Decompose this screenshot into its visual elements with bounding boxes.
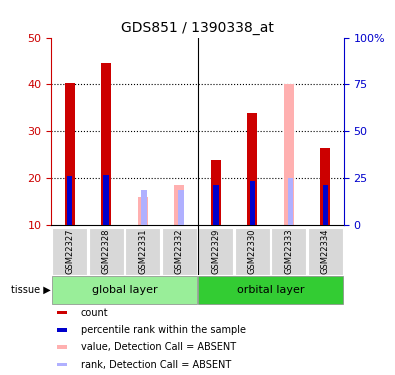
Text: GSM22328: GSM22328 — [102, 229, 111, 274]
Text: GSM22332: GSM22332 — [175, 229, 184, 274]
Text: GSM22330: GSM22330 — [248, 229, 257, 274]
Bar — [198, 276, 343, 304]
Text: GSM22331: GSM22331 — [138, 229, 147, 274]
Bar — [141, 190, 147, 225]
Bar — [213, 185, 218, 225]
Title: GDS851 / 1390338_at: GDS851 / 1390338_at — [121, 21, 274, 35]
Bar — [323, 185, 328, 225]
Bar — [288, 178, 293, 225]
Bar — [250, 181, 255, 225]
Bar — [174, 185, 184, 225]
Bar — [137, 197, 148, 225]
Bar — [247, 112, 258, 225]
Text: GSM22329: GSM22329 — [211, 229, 220, 274]
Bar — [103, 176, 109, 225]
Bar — [284, 84, 294, 225]
Text: percentile rank within the sample: percentile rank within the sample — [81, 325, 246, 335]
Bar — [308, 228, 343, 275]
Bar — [235, 228, 270, 275]
Bar — [57, 328, 67, 332]
Text: tissue ▶: tissue ▶ — [11, 285, 51, 295]
Bar — [101, 63, 111, 225]
Bar — [88, 228, 124, 275]
Bar — [125, 228, 160, 275]
Text: GSM22334: GSM22334 — [321, 229, 330, 274]
Bar — [52, 228, 87, 275]
Bar — [211, 160, 221, 225]
Bar — [57, 363, 67, 366]
Bar — [52, 276, 197, 304]
Bar — [57, 310, 67, 314]
Bar — [178, 190, 184, 225]
Text: GSM22327: GSM22327 — [65, 229, 74, 274]
Text: global layer: global layer — [92, 285, 157, 295]
Text: orbital layer: orbital layer — [237, 285, 304, 295]
Text: value, Detection Call = ABSENT: value, Detection Call = ABSENT — [81, 342, 236, 352]
Bar — [162, 228, 197, 275]
Bar — [271, 228, 307, 275]
Bar — [64, 84, 75, 225]
Bar — [67, 176, 72, 225]
Bar — [320, 148, 331, 225]
Text: rank, Detection Call = ABSENT: rank, Detection Call = ABSENT — [81, 360, 231, 370]
Bar — [57, 345, 67, 349]
Bar — [198, 228, 233, 275]
Text: GSM22333: GSM22333 — [284, 229, 293, 274]
Text: count: count — [81, 308, 108, 318]
